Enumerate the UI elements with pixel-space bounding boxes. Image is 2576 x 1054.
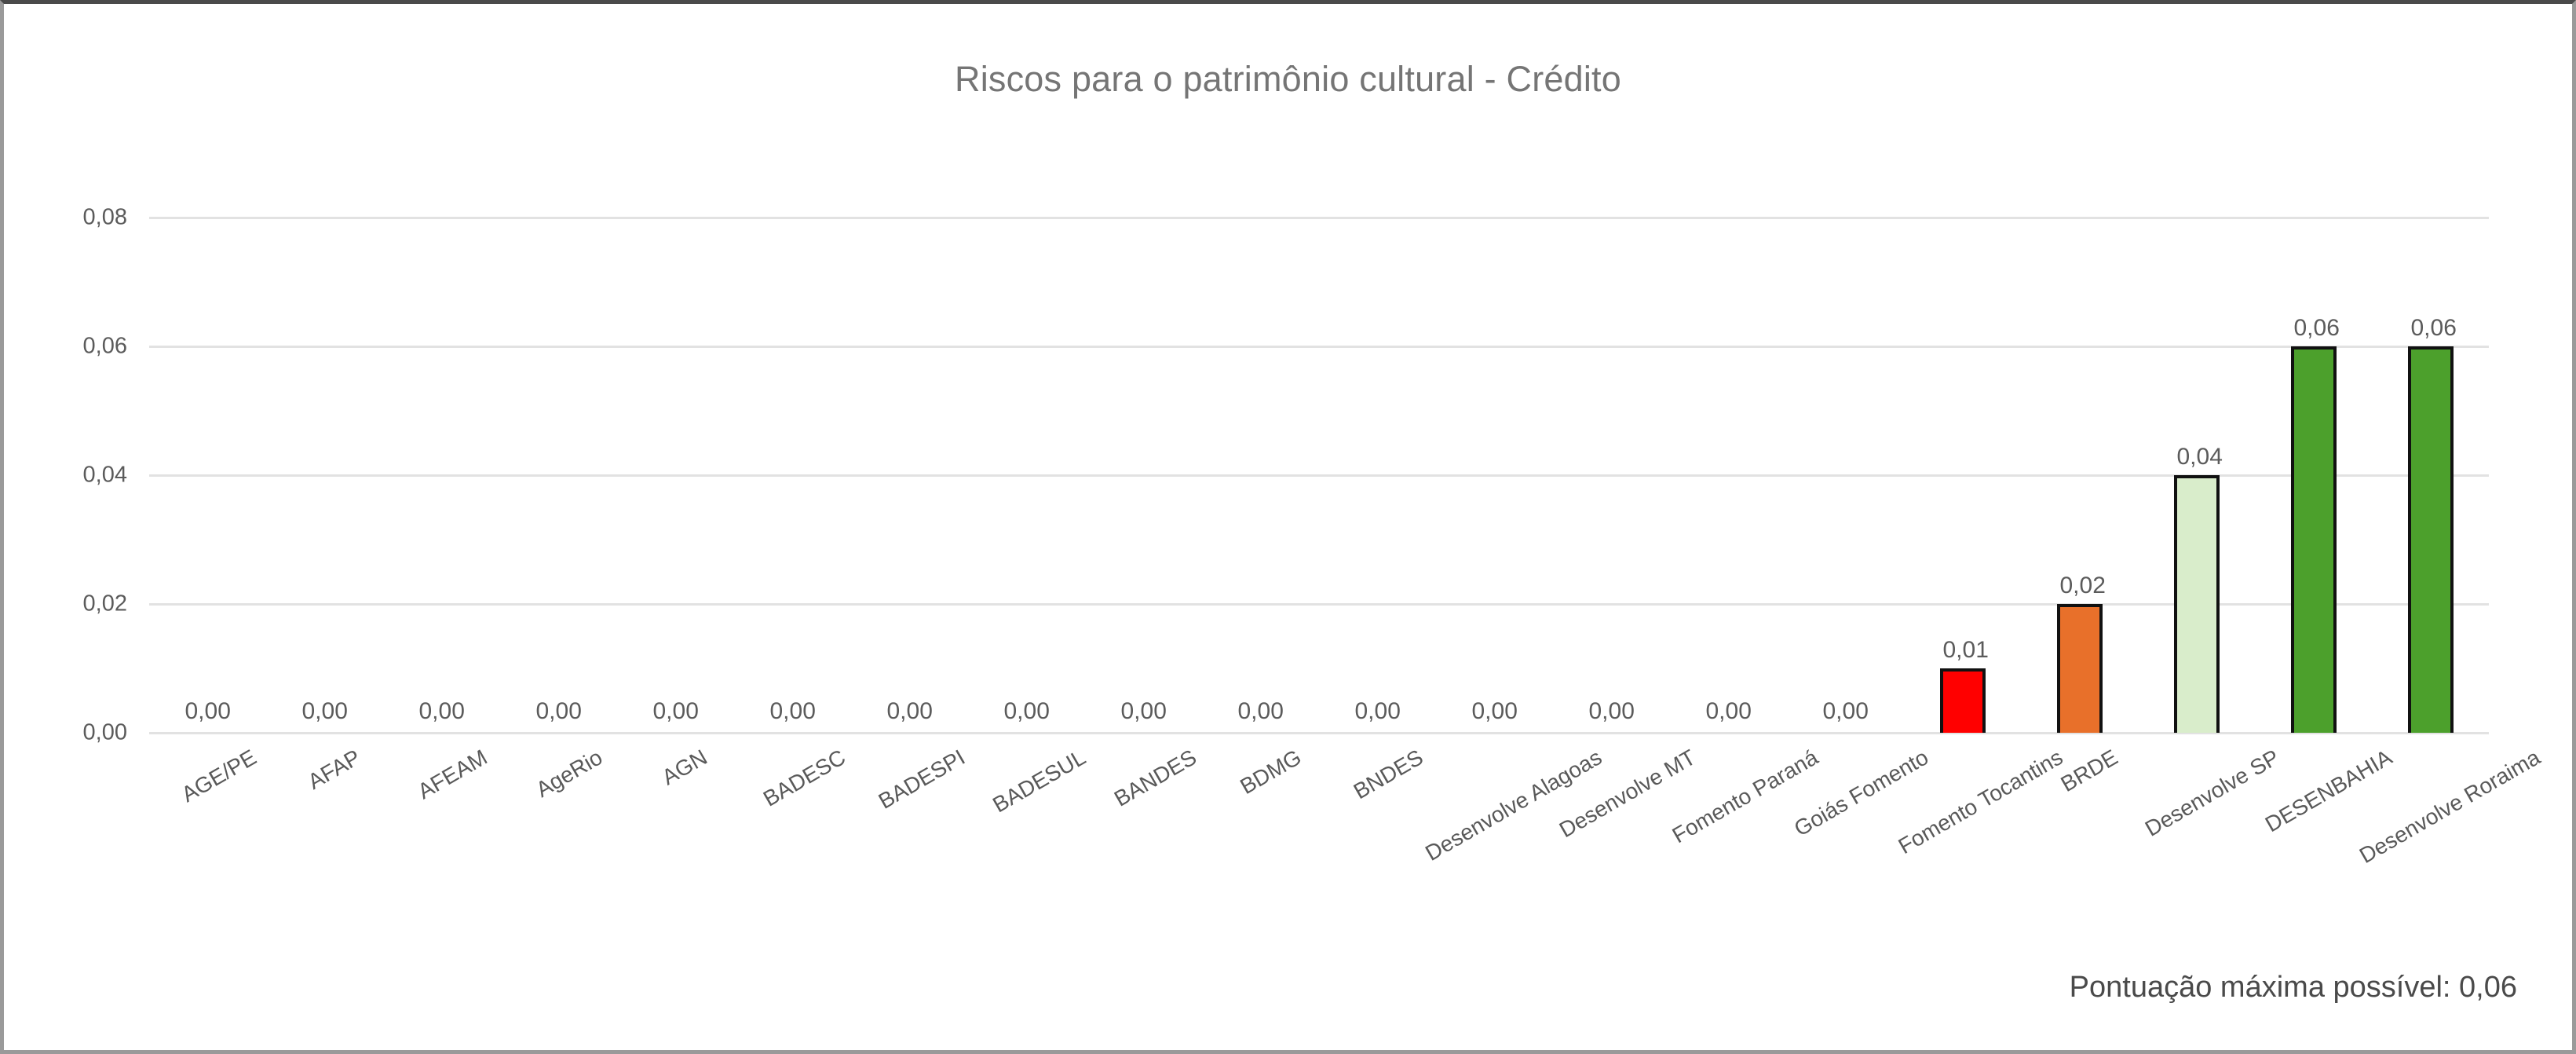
x-axis-tick-label: BANDES [1109,745,1200,811]
bar-value-label: 0,00 [886,698,933,724]
bar-value-label: 0,01 [1942,637,1989,663]
bar-slot[interactable]: 0,00 [1670,218,1787,733]
bar-slot[interactable]: 0,00 [1319,218,1436,733]
bar-value-label: 0,04 [2176,444,2223,470]
category-slot: AGN [617,745,734,982]
bar-slot[interactable]: 0,02 [2021,218,2138,733]
bar-value-label: 0,00 [185,698,231,724]
x-axis-tick-label: BDMG [1235,745,1305,800]
category-slot: Desenvolve MT [1553,745,1699,982]
bar-slot[interactable]: 0,00 [1085,218,1202,733]
category-slot: BADESPI [851,745,969,982]
x-axis-tick-label: AgeRio [531,745,606,803]
category-slot: Desenvolve Roraima [2355,745,2544,982]
category-slot: BADESUL [968,745,1090,982]
bar-slot[interactable]: 0,00 [1436,218,1553,733]
bar-value-label: 0,02 [2059,573,2106,598]
bar-value-label: 0,00 [652,698,699,724]
x-axis-tick-label: AGE/PE [177,745,261,807]
bar-slot[interactable]: 0,00 [1553,218,1670,733]
bar-slot[interactable]: 0,00 [734,218,851,733]
y-axis-tick-label: 0,08 [82,204,127,230]
category-slot: BRDE [2021,745,2138,982]
category-slot: BADESC [734,745,851,982]
category-slot: AGE/PE [149,745,266,982]
x-axis-tick-label: AFEAM [413,745,491,804]
bar[interactable]: 0,06 [2407,317,2457,733]
bar-value-label: 0,00 [1705,698,1752,724]
x-axis-tick-label: AGN [657,745,711,790]
x-axis-tick-label: BNDES [1349,745,1427,804]
bar-value-label: 0,00 [301,698,348,724]
category-slot: BANDES [1085,745,1202,982]
bar-value-label: 0,00 [1237,698,1284,724]
bar-series: 0,00 0,00 0,00 0,00 0,00 0,00 0,00 0,00 0,00 0,00… [149,218,2489,733]
category-slot: Desenvolve Alagoas [1421,745,1606,982]
bar-slot[interactable]: 0,00 [617,218,734,733]
bar-value-label: 0,06 [2293,315,2340,341]
gridline [149,216,2489,219]
bar-slot[interactable]: 0,04 [2138,218,2255,733]
category-slot: Desenvolve SP [2138,745,2282,982]
y-axis-tick-label: 0,00 [82,719,127,745]
x-axis-category-labels: AGE/PE AFAP AFEAM AgeRio AGN BADESC BADESPI BAD… [149,745,2544,982]
bar-value-label: 0,00 [418,698,465,724]
bar-slot[interactable]: 0,01 [1904,218,2021,733]
bar-value-label: 0,00 [1471,698,1518,724]
x-axis-tick-label: Desenvolve Roraima [2355,745,2544,869]
bar[interactable]: 0,01 [1939,639,1989,733]
bar-slot[interactable]: 0,00 [851,218,968,733]
gridline [149,345,2489,348]
bar-value-label: 0,06 [2410,315,2457,341]
category-slot: AFEAM [383,745,500,982]
y-axis-tick-label: 0,02 [82,591,127,617]
x-axis-tick-label: AFAP [303,745,364,794]
x-axis-tick-label: BADESUL [988,745,1090,818]
x-axis-tick-label: BADESC [758,745,850,811]
plot-area: 0,00 0,02 0,04 0,06 0,08 0,00 0,00 0,00 0,00 0,0… [83,205,2489,745]
bar-slot[interactable]: 0,00 [1787,218,1904,733]
category-slot: DESENBAHIA [2255,745,2395,982]
bar-value-label: 0,00 [1822,698,1869,724]
category-slot: Fomento Tocantins [1894,745,2066,982]
category-slot: BNDES [1319,745,1436,982]
gridline [149,731,2489,734]
x-axis-tick-label: BRDE [2056,745,2121,797]
bar-value-label: 0,00 [1588,698,1635,724]
y-axis-tick-label: 0,04 [82,462,127,488]
bar-value-label: 0,00 [1003,698,1050,724]
category-slot: AFAP [266,745,383,982]
bar-value-label: 0,00 [1120,698,1167,724]
bar-value-label: 0,00 [769,698,816,724]
bar[interactable]: 0,04 [2173,445,2223,733]
bar-slot[interactable]: 0,00 [500,218,617,733]
bar-slot[interactable]: 0,00 [149,218,266,733]
category-slot: Fomento Paraná [1668,745,1821,982]
category-slot: Goiás Fomento [1787,745,1931,982]
gridline [149,602,2489,606]
bar[interactable]: 0,06 [2290,317,2340,733]
bar-slot[interactable]: 0,00 [266,218,383,733]
category-slot: AgeRio [500,745,617,982]
y-axis-tick-label: 0,06 [82,333,127,359]
category-slot: BDMG [1202,745,1319,982]
bar-value-label: 0,00 [535,698,582,724]
bar-value-label: 0,00 [1354,698,1401,724]
chart-title: Riscos para o patrimônio cultural - Créd… [955,59,1621,99]
max-score-annotation: Pontuação máxima possível: 0,06 [2069,971,2517,1004]
bar-slot[interactable]: 0,00 [383,218,500,733]
gridline [149,474,2489,477]
bar-slot[interactable]: 0,06 [2255,218,2372,733]
bar[interactable]: 0,02 [2056,574,2106,733]
bar-slot[interactable]: 0,00 [1202,218,1319,733]
bar-slot[interactable]: 0,00 [968,218,1085,733]
x-axis-tick-label: BADESPI [874,745,969,814]
bar-slot[interactable]: 0,06 [2372,218,2489,733]
